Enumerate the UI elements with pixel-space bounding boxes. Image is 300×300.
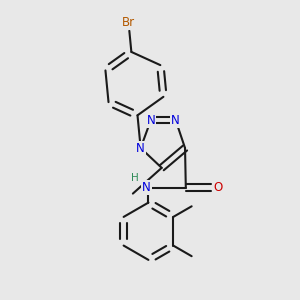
Text: N: N [136, 142, 145, 154]
Text: N: N [142, 181, 151, 194]
Text: H: H [131, 173, 139, 183]
Text: Br: Br [122, 16, 135, 29]
Text: N: N [146, 114, 155, 127]
Text: N: N [171, 114, 180, 127]
Text: O: O [214, 181, 223, 194]
